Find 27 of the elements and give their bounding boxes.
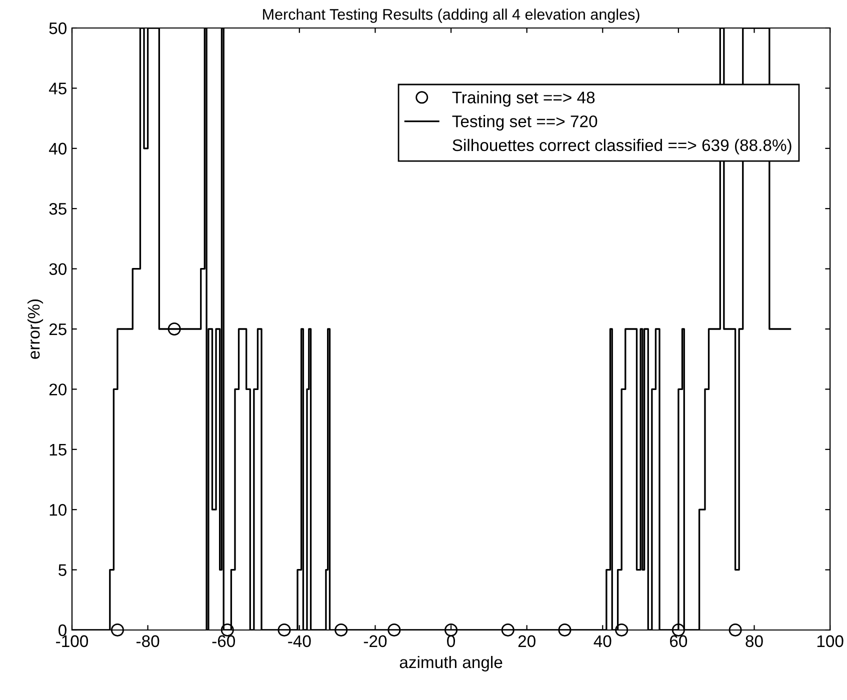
y-tick-label: 15	[50, 444, 66, 456]
y-tick-label: 10	[50, 504, 66, 516]
annotation: Silhouettes correct classified ==> 639 (88.8%)	[452, 138, 792, 154]
x-tick-label: -60	[212, 635, 235, 648]
y-axis-title: error(%)	[28, 299, 44, 359]
y-tick-label: 35	[49, 203, 66, 215]
y-tick-label: 5	[58, 564, 66, 576]
y-tick-label: 40	[48, 142, 66, 155]
x-tick-label: -40	[288, 635, 311, 648]
chart-title: Merchant Testing Results (adding all 4 elevation angles)	[263, 8, 640, 23]
y-tick-label: 30	[49, 263, 66, 276]
x-tick-label: -100	[56, 635, 88, 648]
x-tick-label: 40	[594, 635, 612, 648]
y-tick-label: 0	[58, 624, 66, 636]
x-tick-label: 100	[817, 635, 844, 648]
x-tick-label: 80	[746, 635, 763, 648]
x-tick-label: -80	[136, 635, 160, 648]
legend-label: Training set ==> 48	[452, 91, 595, 107]
y-tick-label: 45	[48, 82, 66, 94]
y-tick-label: 25	[49, 323, 66, 336]
y-tick-label: 50	[49, 22, 66, 34]
x-tick-label: -20	[364, 635, 387, 648]
legend-label: Testing set ==> 720	[452, 115, 598, 131]
y-tick-label: 20	[49, 384, 66, 396]
x-axis-title: azimuth angle	[400, 656, 502, 672]
x-tick-label: 20	[518, 635, 536, 648]
x-tick-label: 60	[670, 635, 688, 648]
